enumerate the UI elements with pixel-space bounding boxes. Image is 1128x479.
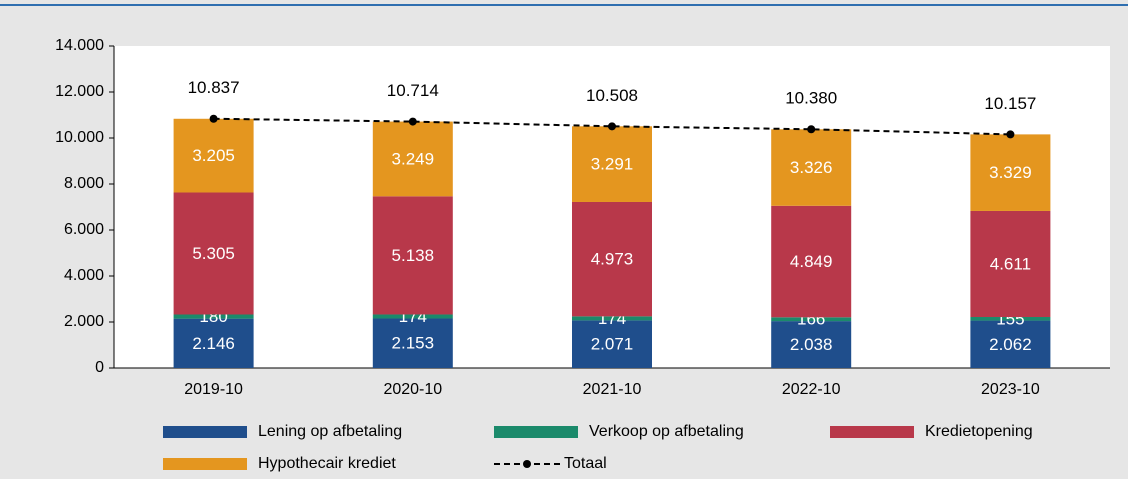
data-label: 3.329: [989, 163, 1032, 182]
data-label: 2.038: [790, 335, 833, 354]
data-label: 3.249: [392, 149, 435, 168]
bar-segment: [372, 196, 453, 315]
bar-segment: [173, 314, 254, 319]
bar-segment: [572, 126, 652, 202]
y-tick-label: 8.000: [64, 175, 104, 192]
total-label: 10.714: [387, 81, 439, 100]
bar-segment: [771, 317, 852, 322]
x-tick-label: 2021-10: [583, 381, 642, 398]
y-tick-label: 4.000: [64, 267, 104, 284]
total-line: [213, 117, 1011, 136]
bar-segment: [572, 201, 652, 317]
bar-segment: [173, 192, 254, 315]
bar-segment: [771, 321, 852, 368]
legend-label: Totaal: [564, 455, 607, 472]
y-tick-label: 0: [95, 359, 104, 376]
legend-label: Verkoop op afbetaling: [589, 423, 744, 440]
total-label: 10.837: [188, 78, 240, 97]
data-label: 5.305: [192, 244, 235, 263]
total-marker: [608, 122, 616, 131]
legend-swatch: [494, 426, 578, 438]
legend-swatch: [163, 426, 247, 438]
data-label: 3.205: [192, 146, 235, 165]
data-label: 4.611: [990, 254, 1031, 273]
y-tick-label: 12.000: [55, 83, 104, 100]
data-label: 2.062: [989, 335, 1032, 354]
bar-segment: [173, 118, 254, 193]
y-tick-label: 2.000: [64, 313, 104, 330]
total-marker: [807, 125, 816, 134]
data-label: 4.973: [591, 250, 634, 269]
x-tick-label: 2023-10: [981, 381, 1040, 398]
x-tick-label: 2022-10: [782, 381, 841, 398]
bar-segment: [572, 320, 652, 368]
data-label: 2.146: [192, 334, 235, 353]
bar-segment: [970, 320, 1051, 368]
legend-label: Lening op afbetaling: [258, 423, 402, 440]
bar-segment: [970, 134, 1051, 211]
legend-label: Hypothecair krediet: [258, 455, 396, 472]
bar-segment: [572, 316, 652, 321]
bar-segment: [173, 318, 254, 368]
bar-segment: [970, 210, 1051, 318]
legend-label: Kredietopening: [925, 423, 1033, 440]
total-marker: [209, 114, 218, 123]
total-marker: [408, 117, 417, 126]
data-label: 2.071: [591, 335, 634, 354]
bar-segment: [970, 317, 1051, 321]
data-label: 3.326: [790, 158, 833, 177]
bar-segment: [771, 129, 852, 206]
legend-swatch: [163, 458, 247, 470]
total-label: 10.157: [984, 94, 1036, 113]
legend-marker: [523, 460, 531, 468]
y-tick-label: 6.000: [64, 221, 104, 238]
total-label: 10.380: [785, 89, 837, 108]
x-tick-label: 2020-10: [383, 381, 442, 398]
bar-segment: [771, 205, 852, 318]
bar-segment: [372, 318, 453, 368]
bar-segment: [372, 121, 453, 197]
bar-segment: [372, 314, 453, 319]
data-label: 4.849: [790, 252, 833, 271]
y-tick-label: 14.000: [55, 37, 104, 54]
data-label: 3.291: [591, 155, 634, 174]
y-tick-label: 10.000: [55, 129, 104, 146]
legend-swatch: [830, 426, 914, 438]
data-label: 2.153: [392, 334, 435, 353]
x-tick-label: 2019-10: [184, 381, 243, 398]
total-label: 10.508: [586, 86, 638, 105]
data-label: 5.138: [392, 246, 435, 265]
total-marker: [1006, 130, 1015, 139]
